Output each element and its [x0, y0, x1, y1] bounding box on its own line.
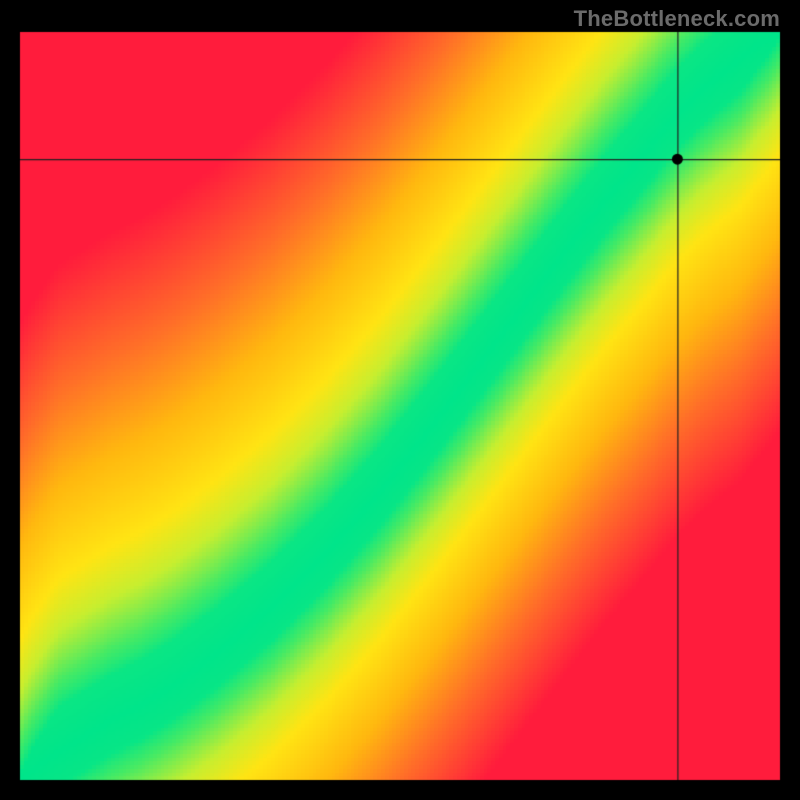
watermark-label: TheBottleneck.com	[574, 6, 780, 32]
bottleneck-heatmap	[0, 0, 800, 800]
chart-container: TheBottleneck.com	[0, 0, 800, 800]
